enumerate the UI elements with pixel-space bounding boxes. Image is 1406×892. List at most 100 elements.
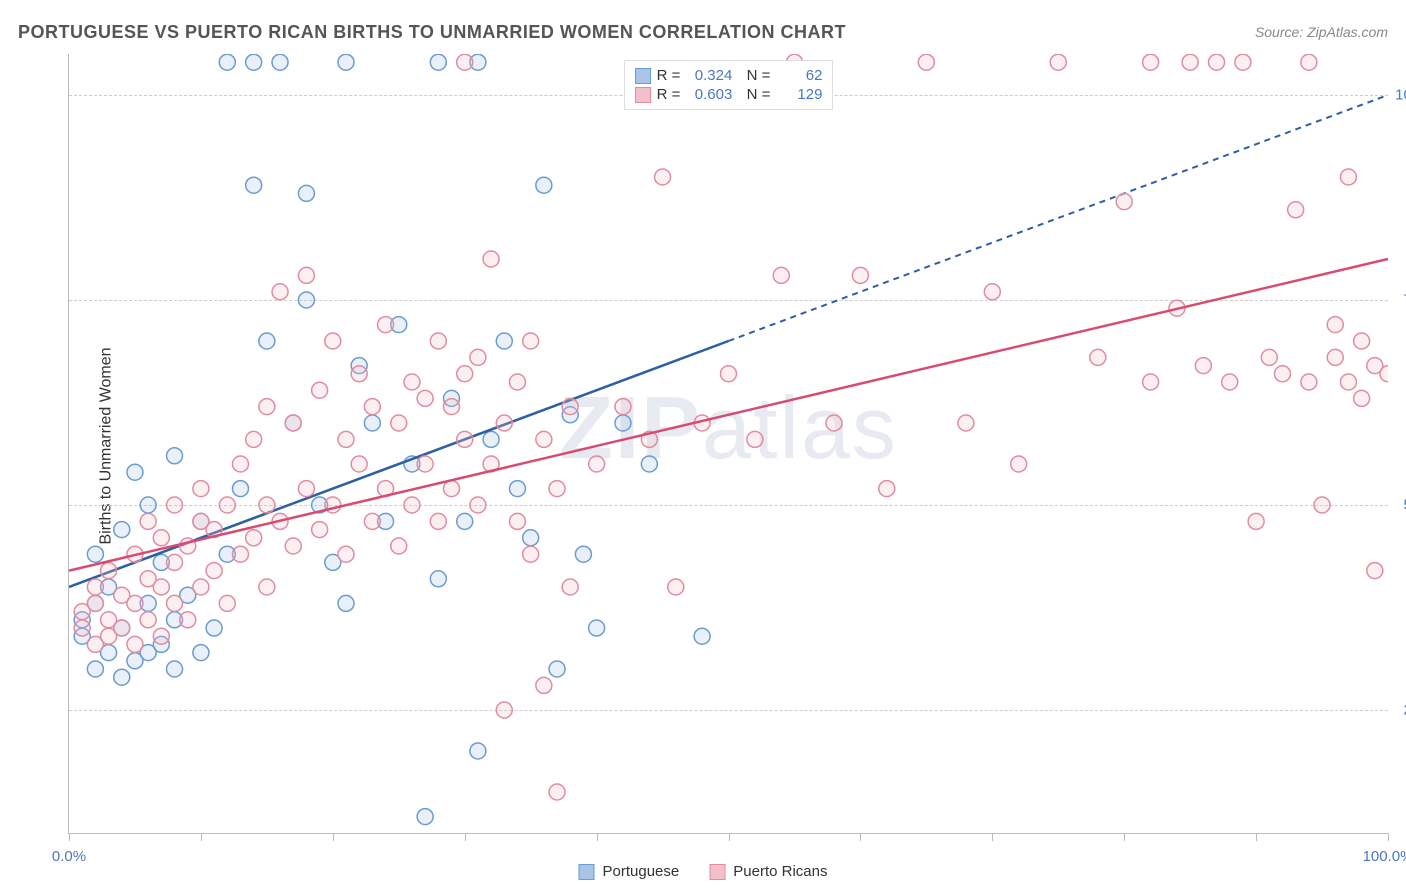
swatch-puertorican <box>709 864 725 880</box>
x-tick <box>69 833 70 841</box>
data-point <box>140 612 156 628</box>
data-point <box>1288 202 1304 218</box>
data-point <box>918 54 934 70</box>
x-tick <box>1124 833 1125 841</box>
data-point <box>984 284 1000 300</box>
data-point <box>747 431 763 447</box>
x-tick <box>597 833 598 841</box>
series-legend: Portuguese Puerto Ricans <box>579 863 828 880</box>
data-point <box>430 571 446 587</box>
data-point <box>1301 374 1317 390</box>
data-point <box>1274 366 1290 382</box>
data-point <box>1235 54 1251 70</box>
data-point <box>167 497 183 513</box>
data-point <box>536 431 552 447</box>
data-point <box>232 546 248 562</box>
data-point <box>338 431 354 447</box>
data-point <box>153 579 169 595</box>
data-point <box>536 177 552 193</box>
scatter-svg <box>69 54 1388 833</box>
data-point <box>127 464 143 480</box>
data-point <box>140 497 156 513</box>
data-point <box>153 530 169 546</box>
data-point <box>826 415 842 431</box>
data-point <box>1301 54 1317 70</box>
data-point <box>114 620 130 636</box>
data-point <box>87 595 103 611</box>
x-tick <box>1256 833 1257 841</box>
data-point <box>668 579 684 595</box>
data-point <box>1248 513 1264 529</box>
n-label: N = <box>738 67 770 84</box>
data-point <box>114 669 130 685</box>
data-point <box>325 333 341 349</box>
x-tick <box>333 833 334 841</box>
data-point <box>1261 349 1277 365</box>
data-point <box>496 702 512 718</box>
data-point <box>364 513 380 529</box>
data-point <box>391 415 407 431</box>
header: PORTUGUESE VS PUERTO RICAN BIRTHS TO UNM… <box>18 18 1388 46</box>
x-tick <box>1388 833 1389 841</box>
data-point <box>509 513 525 529</box>
data-point <box>285 415 301 431</box>
swatch-puertorican <box>635 87 651 103</box>
y-tick-label: 100.0% <box>1390 87 1406 104</box>
data-point <box>562 399 578 415</box>
data-point <box>1116 194 1132 210</box>
data-point <box>404 497 420 513</box>
data-point <box>417 390 433 406</box>
data-point <box>219 595 235 611</box>
data-point <box>457 431 473 447</box>
data-point <box>259 497 275 513</box>
y-tick-label: 25.0% <box>1390 702 1406 719</box>
legend-item-puertorican: Puerto Ricans <box>709 863 827 880</box>
data-point <box>470 349 486 365</box>
x-tick <box>992 833 993 841</box>
data-point <box>615 415 631 431</box>
data-point <box>1327 349 1343 365</box>
n-value-portuguese: 62 <box>776 67 822 84</box>
data-point <box>1340 169 1356 185</box>
data-point <box>246 431 262 447</box>
data-point <box>272 54 288 70</box>
y-tick-label: 50.0% <box>1390 497 1406 514</box>
data-point <box>1354 333 1370 349</box>
data-point <box>167 554 183 570</box>
data-point <box>879 481 895 497</box>
data-point <box>298 292 314 308</box>
data-point <box>285 538 301 554</box>
x-tick <box>465 833 466 841</box>
data-point <box>232 456 248 472</box>
data-point <box>206 563 222 579</box>
data-point <box>589 620 605 636</box>
data-point <box>509 374 525 390</box>
data-point <box>74 620 90 636</box>
data-point <box>246 177 262 193</box>
data-point <box>1143 374 1159 390</box>
data-point <box>496 333 512 349</box>
data-point <box>958 415 974 431</box>
data-point <box>615 399 631 415</box>
data-point <box>721 366 737 382</box>
data-point <box>391 538 407 554</box>
r-value-portuguese: 0.324 <box>686 67 732 84</box>
x-tick <box>860 833 861 841</box>
data-point <box>378 317 394 333</box>
data-point <box>167 595 183 611</box>
data-point <box>641 456 657 472</box>
data-point <box>549 661 565 677</box>
data-point <box>351 456 367 472</box>
data-point <box>523 333 539 349</box>
data-point <box>536 677 552 693</box>
data-point <box>206 620 222 636</box>
data-point <box>457 366 473 382</box>
data-point <box>1340 374 1356 390</box>
data-point <box>773 267 789 283</box>
n-value-puertorican: 129 <box>776 86 822 103</box>
chart-title: PORTUGUESE VS PUERTO RICAN BIRTHS TO UNM… <box>18 22 846 43</box>
data-point <box>114 522 130 538</box>
data-point <box>246 530 262 546</box>
legend-label: Portuguese <box>603 863 680 880</box>
data-point <box>232 481 248 497</box>
